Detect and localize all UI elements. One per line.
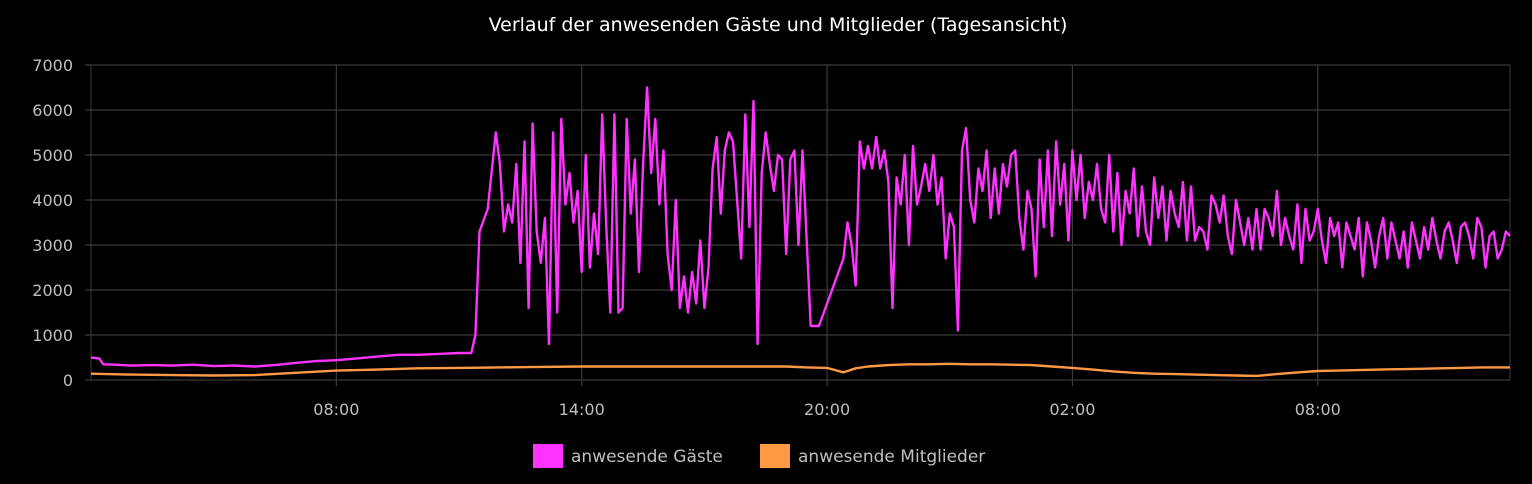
legend-item-gaeste[interactable]: anwesende Gäste	[533, 444, 723, 468]
x-tick-label: 20:00	[804, 400, 850, 419]
series-line-gaeste	[90, 86, 1511, 368]
legend-label: anwesende Mitglieder	[798, 447, 985, 467]
x-tick-label: 08:00	[1295, 400, 1341, 419]
legend-swatch	[760, 444, 790, 468]
y-tick-label: 7000	[32, 56, 73, 75]
x-axis: 08:00 14:00 20:00 02:00 08:00	[313, 400, 1341, 419]
y-tick-label: 2000	[32, 281, 73, 300]
y-axis: 0 1000 2000 3000 4000 5000 6000 7000	[32, 56, 73, 390]
y-tick-label: 0	[63, 371, 73, 390]
x-tick-label: 02:00	[1049, 400, 1095, 419]
y-tick-label: 6000	[32, 101, 73, 120]
y-tick-label: 4000	[32, 191, 73, 210]
series-line-mitglieder	[90, 362, 1510, 378]
y-tick-label: 3000	[32, 236, 73, 255]
y-tick-label: 1000	[32, 326, 73, 345]
legend-item-mitglieder[interactable]: anwesende Mitglieder	[760, 444, 985, 468]
chart-title: Verlauf der anwesenden Gäste und Mitglie…	[489, 14, 1068, 36]
x-tick-label: 08:00	[313, 400, 359, 419]
x-tick-label: 14:00	[559, 400, 605, 419]
legend-swatch	[533, 444, 563, 468]
series-lines	[90, 86, 1511, 378]
y-tick-label: 5000	[32, 146, 73, 165]
legend-label: anwesende Gäste	[571, 447, 723, 467]
legend[interactable]: anwesende Gäste anwesende Mitglieder	[533, 444, 985, 468]
